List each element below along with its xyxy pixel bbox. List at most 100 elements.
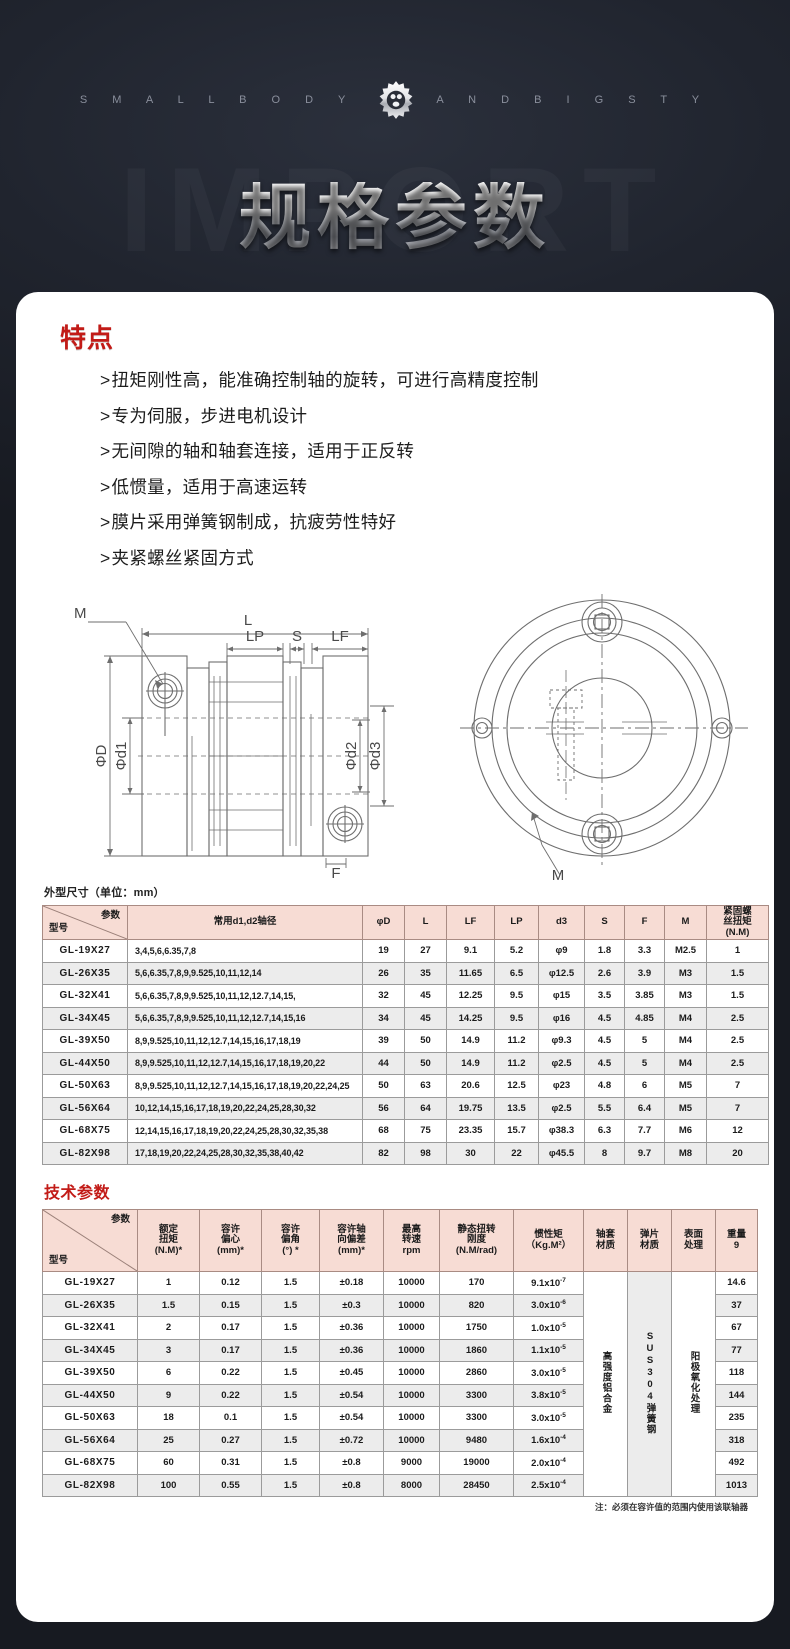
cell-LF: 12.25 bbox=[446, 984, 495, 1008]
cell-angle: 1.5 bbox=[261, 1338, 320, 1362]
label-phid2: Φd2 bbox=[343, 742, 360, 771]
table-row: GL-44X50 8,9,9.525,10,11,12,12.7,14,15,16… bbox=[42, 1051, 769, 1075]
cell-speed: 10000 bbox=[383, 1338, 440, 1362]
tech-col-torque-l3: (N.M)* bbox=[154, 1244, 183, 1256]
dimension-table-body: GL-19X27 3,4,5,6,6.35,7,8 19 27 9.1 5.2 φ9 1.8 3… bbox=[42, 939, 769, 1165]
cell-inertia: 3.0x10-6 bbox=[513, 1293, 584, 1317]
cell-torque: 7 bbox=[706, 1096, 769, 1120]
label-F: F bbox=[331, 865, 340, 878]
tech-col-axial-l2: 向偏差 bbox=[337, 1234, 366, 1246]
cell-M: M6 bbox=[664, 1119, 707, 1143]
cell-S: 2.6 bbox=[584, 961, 625, 985]
cell-torque: 1.5 bbox=[706, 961, 769, 985]
chevron-right-icon: > bbox=[100, 370, 111, 390]
cell-shafts: 5,6,6.35,7,8,9,9.525,10,11,12,12.7,14,15… bbox=[127, 984, 363, 1008]
cell-M: M5 bbox=[664, 1074, 707, 1098]
cell-inertia: 2.5x10-4 bbox=[513, 1473, 584, 1497]
corner-model-label: 型号 bbox=[49, 1255, 69, 1267]
cell-axial: ±0.18 bbox=[319, 1271, 384, 1295]
cell-L: 63 bbox=[404, 1074, 447, 1098]
chevron-right-icon: > bbox=[100, 512, 111, 532]
tech-col-inertia: 惯性矩 （Kg.M²） bbox=[513, 1209, 584, 1272]
cell-model: GL-50X63 bbox=[42, 1406, 138, 1430]
tech-col-axial-l1: 容许轴 bbox=[337, 1223, 366, 1235]
cell-F: 3.9 bbox=[624, 961, 665, 985]
cell-eccentricity: 0.17 bbox=[199, 1316, 262, 1340]
tech-col-disc-l2: 材质 bbox=[639, 1239, 659, 1251]
tech-col-angle: 容许 偏角 (°) * bbox=[261, 1209, 320, 1272]
cell-shafts: 10,12,14,15,16,17,18,19,20,22,24,25,28,3… bbox=[127, 1096, 363, 1120]
cell-torque: 2.5 bbox=[706, 1051, 769, 1075]
label-LF: LF bbox=[331, 628, 349, 645]
cell-F: 5 bbox=[624, 1051, 665, 1075]
cell-eccentricity: 0.31 bbox=[199, 1451, 262, 1475]
cell-F: 7.7 bbox=[624, 1119, 665, 1143]
cell-S: 5.5 bbox=[584, 1096, 625, 1120]
cell-S: 3.5 bbox=[584, 984, 625, 1008]
cell-speed: 10000 bbox=[383, 1428, 440, 1452]
dimension-table: 参数 型号 常用d1,d2轴径 φD L LF LP d3 S F M 紧固螺 … bbox=[42, 905, 769, 1165]
cell-torque: 25 bbox=[137, 1428, 200, 1452]
cell-torque: 2.5 bbox=[706, 1006, 769, 1030]
cell-model: GL-68X75 bbox=[42, 1451, 138, 1475]
cell-torque: 6 bbox=[137, 1361, 200, 1385]
cell-torque: 1 bbox=[137, 1271, 200, 1295]
cell-axial: ±0.8 bbox=[319, 1451, 384, 1475]
cell-angle: 1.5 bbox=[261, 1361, 320, 1385]
cell-stiffness: 1860 bbox=[439, 1338, 514, 1362]
cell-d3: φ2.5 bbox=[538, 1096, 585, 1120]
cell-L: 75 bbox=[404, 1119, 447, 1143]
cell-LF: 14.9 bbox=[446, 1051, 495, 1075]
cell-speed: 8000 bbox=[383, 1473, 440, 1497]
tech-table-heading: 技术参数 bbox=[44, 1185, 111, 1202]
label-phid1: Φd1 bbox=[113, 742, 130, 771]
cell-d3: φ38.3 bbox=[538, 1119, 585, 1143]
cell-LF: 14.25 bbox=[446, 1006, 495, 1030]
tech-col-stiff-l3: (N.M/rad) bbox=[455, 1244, 498, 1256]
cell-LF: 20.6 bbox=[446, 1074, 495, 1098]
cell-stiffness: 28450 bbox=[439, 1473, 514, 1497]
cell-torque: 100 bbox=[137, 1473, 200, 1497]
chevron-right-icon: > bbox=[100, 476, 111, 497]
cell-L: 35 bbox=[404, 961, 447, 985]
table-row: GL-39X50 8,9,9.525,10,11,12,12.7,14,15,16… bbox=[42, 1029, 769, 1053]
table-row: GL-39X50 6 0.22 1.5 ±0.45 10000 2860 3.0x10-5 11… bbox=[42, 1361, 758, 1385]
cell-axial: ±0.36 bbox=[319, 1316, 384, 1340]
cell-torque: 1.5 bbox=[706, 984, 769, 1008]
tech-col-axial-l3: (mm)* bbox=[338, 1244, 365, 1256]
cell-model: GL-56X64 bbox=[42, 1428, 138, 1452]
cell-M: M2.5 bbox=[664, 939, 707, 963]
cell-axial: ±0.36 bbox=[319, 1338, 384, 1362]
cell-LF: 19.75 bbox=[446, 1096, 495, 1120]
cell-model: GL-19X27 bbox=[42, 939, 128, 963]
cell-model: GL-34X45 bbox=[42, 1338, 138, 1362]
label-M-side: M bbox=[74, 605, 87, 622]
cell-LP: 9.5 bbox=[494, 1006, 539, 1030]
tech-col-ecc-l1: 容许 bbox=[220, 1223, 240, 1235]
chevron-right-icon: > bbox=[100, 547, 111, 568]
cell-shafts: 17,18,19,20,22,24,25,28,30,32,35,38,40,4… bbox=[127, 1141, 363, 1165]
cell-hub-material: 高强度铝合金 bbox=[583, 1271, 628, 1497]
cell-LP: 12.5 bbox=[494, 1074, 539, 1098]
feature-text: 无间隙的轴和轴套连接，适用于正反转 bbox=[111, 441, 415, 461]
feature-text: 夹紧螺丝紧固方式 bbox=[111, 547, 254, 568]
feature-text: 低惯量，适用于高速运转 bbox=[111, 476, 308, 497]
label-phiD: ΦD bbox=[93, 744, 110, 767]
tech-col-surf-l2: 处理 bbox=[683, 1239, 703, 1251]
feature-item: >无间隙的轴和轴套连接，适用于正反转 bbox=[100, 434, 748, 470]
tech-col-disc-material: 弹片 材质 bbox=[627, 1209, 672, 1272]
technical-table-body: GL-19X27 1 0.12 1.5 ±0.18 10000 170 9.1x10-7 高强度… bbox=[42, 1271, 758, 1497]
cell-speed: 10000 bbox=[383, 1361, 440, 1385]
cell-model: GL-32X41 bbox=[42, 984, 128, 1008]
cell-shafts: 3,4,5,6,6.35,7,8 bbox=[127, 939, 363, 963]
cell-shafts: 8,9,9.525,10,11,12,12.7,14,15,16,17,18,1… bbox=[127, 1051, 363, 1075]
feature-text: 膜片采用弹簧钢制成，抗疲劳性特好 bbox=[111, 512, 397, 532]
cell-stiffness: 820 bbox=[439, 1293, 514, 1317]
cell-model: GL-19X27 bbox=[42, 1271, 138, 1295]
cell-LP: 13.5 bbox=[494, 1096, 539, 1120]
cell-L: 27 bbox=[404, 939, 447, 963]
cell-speed: 10000 bbox=[383, 1406, 440, 1430]
cell-F: 3.3 bbox=[624, 939, 665, 963]
cell-D: 68 bbox=[362, 1119, 405, 1143]
